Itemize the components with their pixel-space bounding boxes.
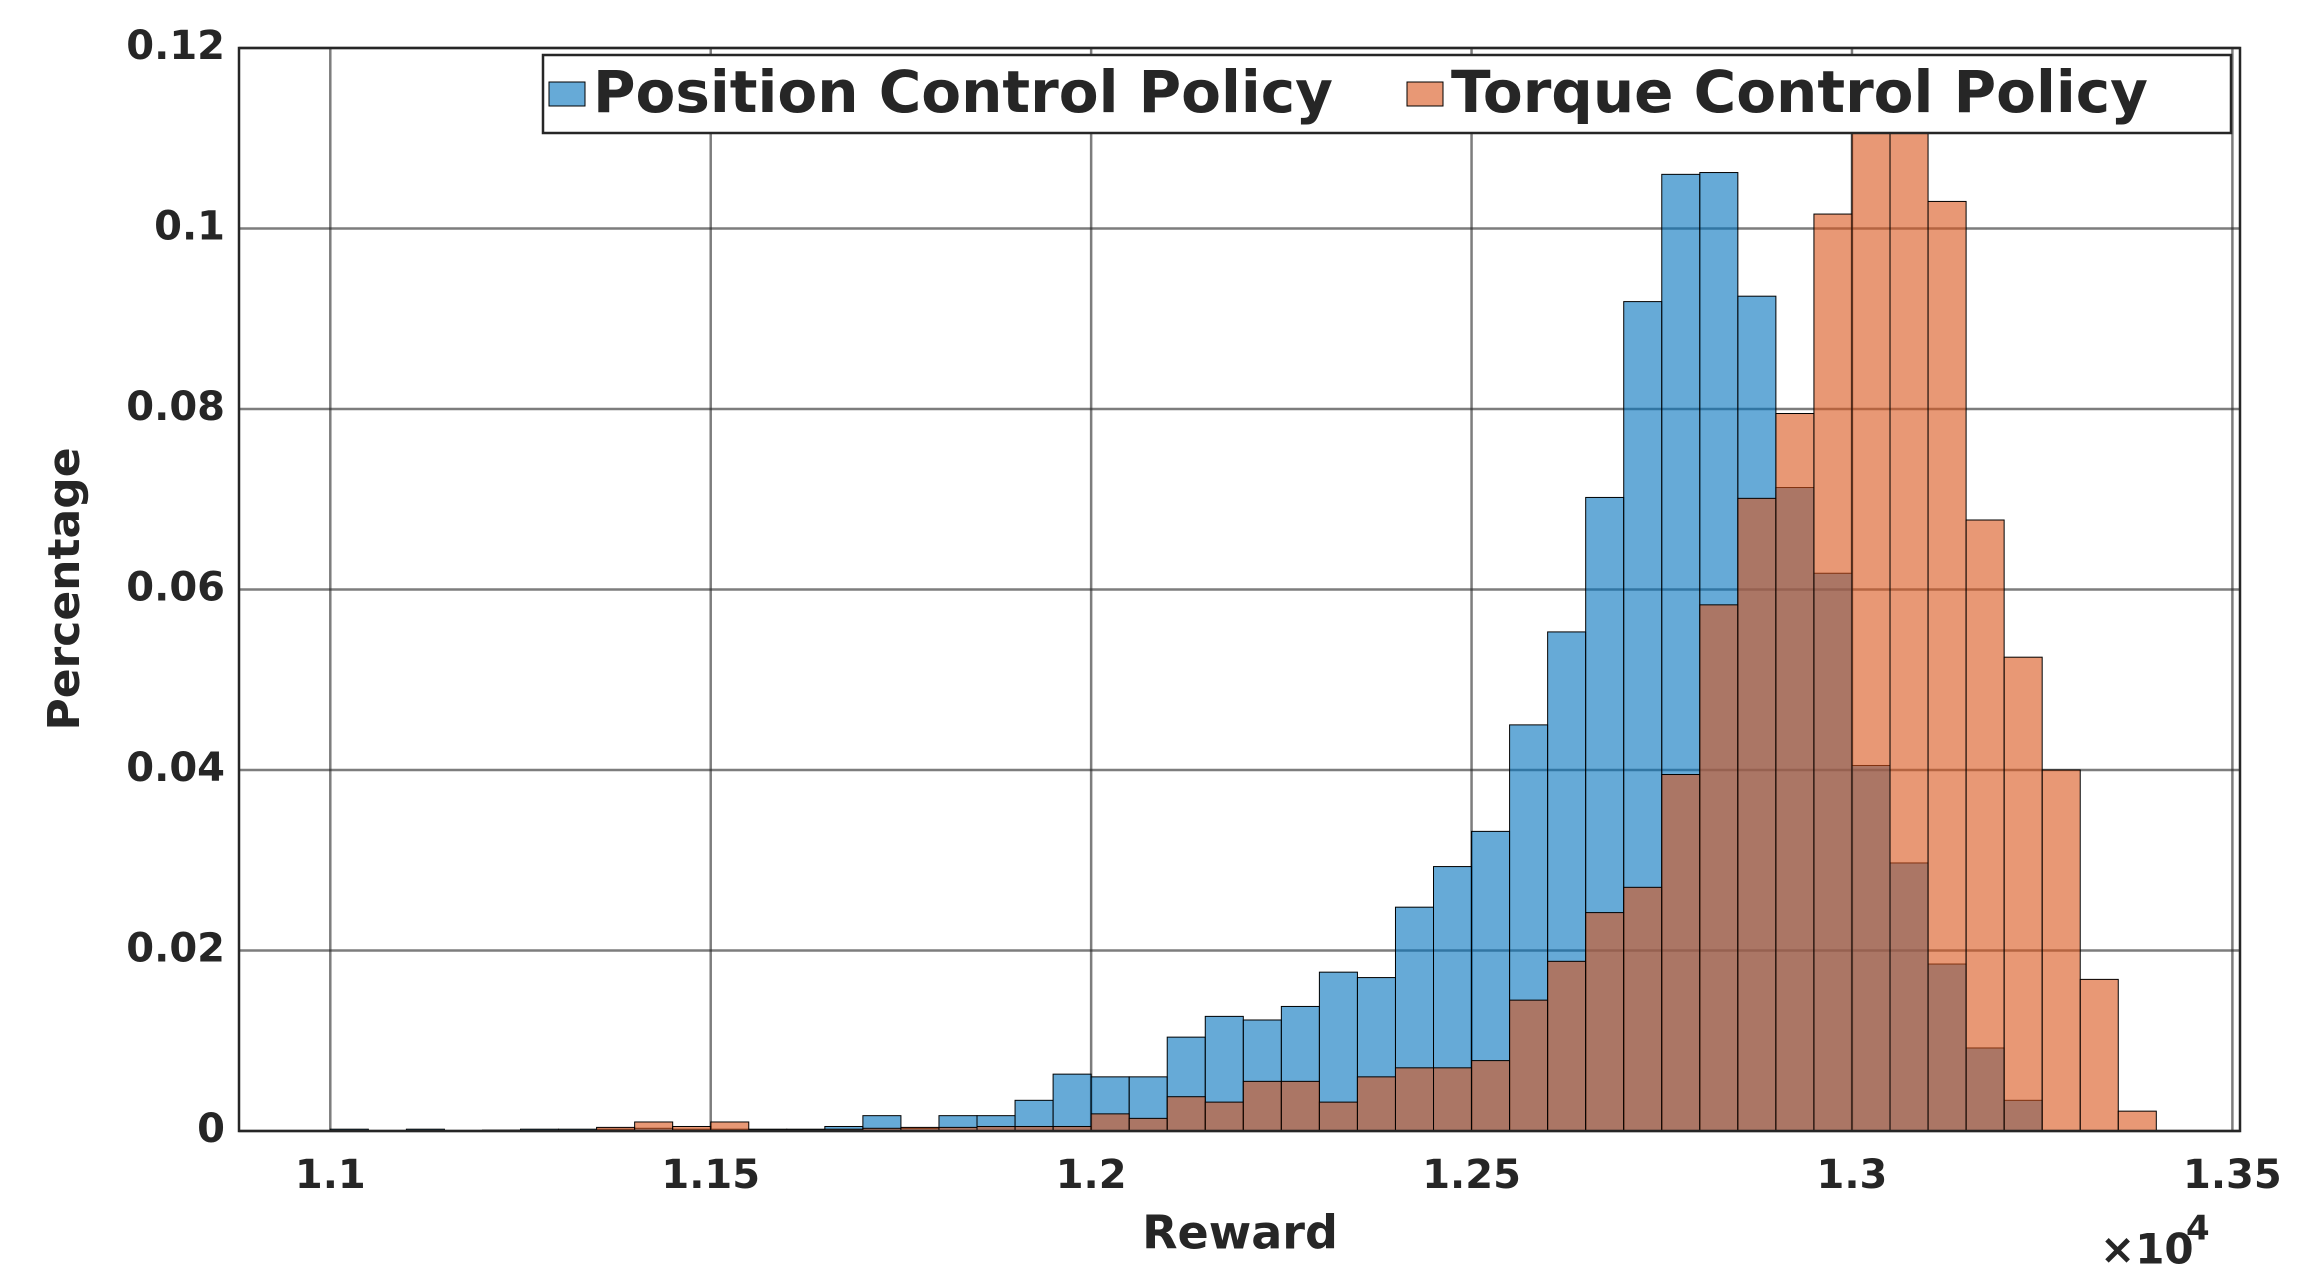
legend-box [541, 53, 2233, 135]
histogram-bar [2003, 656, 2043, 1132]
histogram-bar [1356, 1076, 1396, 1132]
histogram-bar [1547, 960, 1587, 1132]
legend-swatch [548, 81, 586, 107]
histogram-bar [1623, 886, 1663, 1132]
y-tick-label: 0.08 [126, 384, 225, 430]
histogram-bar [1394, 1067, 1435, 1132]
histogram-bar [1090, 1113, 1130, 1132]
histogram-bar [1471, 1060, 1511, 1132]
y-tick-label: 0.12 [126, 23, 225, 69]
histogram-bar [1699, 604, 1739, 1132]
histogram-bar [2041, 769, 2081, 1132]
x-multiplier-exponent: 4 [2186, 1209, 2210, 1249]
x-tick-label: 1.3 [1817, 1152, 1888, 1198]
histogram-bar [1661, 774, 1701, 1132]
histogram-bar [2117, 1110, 2157, 1132]
histogram-bar [1585, 912, 1625, 1132]
x-tick-label: 1.15 [661, 1152, 760, 1198]
x-tick-label: 1.2 [1056, 1152, 1127, 1198]
histogram-bar [1166, 1096, 1206, 1132]
histogram-bar [1737, 497, 1777, 1132]
histogram-bar [1318, 1101, 1358, 1132]
legend-swatch [1406, 81, 1444, 107]
y-tick-label: 0.06 [126, 565, 225, 611]
histogram-bar [1851, 110, 1891, 1132]
histogram-bar [2079, 978, 2119, 1132]
histogram-bar [1813, 213, 1853, 1132]
y-tick-label: 0.04 [126, 745, 225, 791]
histogram-bar [634, 1121, 674, 1132]
histogram-bar [1204, 1101, 1244, 1132]
histogram-bar [1280, 1080, 1320, 1132]
y-tick-label: 0.02 [126, 926, 225, 972]
histogram-bar [1775, 413, 1815, 1132]
x-multiplier: ×10 [2100, 1225, 2194, 1268]
histogram-bar [1128, 1117, 1168, 1132]
histogram-bar [1242, 1080, 1282, 1132]
plot-frame [237, 46, 2242, 1133]
y-tick-label: 0 [197, 1106, 225, 1152]
histogram-bar [710, 1121, 750, 1132]
y-axis-label: Percentage [39, 447, 90, 730]
x-tick-label: 1.25 [1422, 1152, 1521, 1198]
histogram-bar [1509, 999, 1549, 1132]
histogram-bar [1927, 200, 1967, 1132]
legend-label: Position Control Policy [593, 58, 1333, 126]
histogram-bar [1889, 101, 1929, 1132]
histogram-bar [1433, 1067, 1473, 1132]
histogram-bar [1965, 519, 2005, 1132]
x-tick-label: 1.35 [2183, 1152, 2282, 1198]
legend-label: Torque Control Policy [1451, 58, 2148, 126]
x-axis-label: Reward [1142, 1206, 1338, 1260]
y-tick-label: 0.1 [154, 204, 225, 250]
x-tick-label: 1.1 [295, 1152, 366, 1198]
histogram-bar [1052, 1073, 1092, 1132]
histogram-bar [1014, 1099, 1054, 1132]
